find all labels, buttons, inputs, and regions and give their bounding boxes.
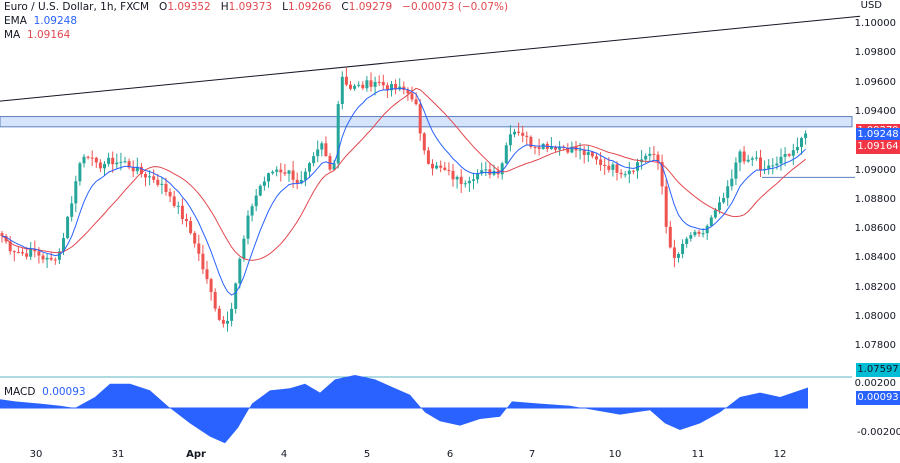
price-tick: 1.09600 <box>854 76 896 88</box>
time-tick: 5 <box>363 449 371 460</box>
ma-legend[interactable]: MA 1.09164 <box>4 29 71 41</box>
price-tick: 1.08600 <box>854 223 896 235</box>
macd-legend[interactable]: MACD 0.00093 <box>4 386 86 398</box>
ema-legend[interactable]: EMA 1.09248 <box>4 15 77 27</box>
price-tick: 1.09800 <box>854 47 896 59</box>
macd-tick-upper: 0.00200 <box>854 378 896 389</box>
ema-value: 1.09248 <box>33 15 77 27</box>
symbol-title: Euro / U.S. Dollar, 1h, FXCM <box>4 1 150 13</box>
open-value: 1.09352 <box>167 1 211 13</box>
time-tick: Apr <box>186 449 206 460</box>
time-tick: 6 <box>446 449 454 460</box>
high-value: 1.09373 <box>228 1 273 13</box>
low-value: 1.09266 <box>287 1 332 13</box>
price-tick: 1.08200 <box>854 281 896 293</box>
line-price-tag: 1.07597 <box>856 363 900 377</box>
time-tick: 30 <box>29 449 43 460</box>
macd-value-tag: 0.00093 <box>856 391 900 405</box>
change-value: −0.00073 (−0.07%) <box>402 1 509 13</box>
resistance-zone[interactable] <box>0 116 853 128</box>
time-tick: 4 <box>280 449 288 460</box>
time-tick: 12 <box>773 449 787 460</box>
price-tick: 1.09000 <box>854 164 896 176</box>
price-tick: 1.09400 <box>854 105 896 117</box>
time-tick: 11 <box>691 449 705 460</box>
price-tick: 1.10000 <box>854 18 896 29</box>
price-tick: 1.08400 <box>854 252 896 264</box>
ma-price-tag: 1.09164 <box>856 140 900 155</box>
time-tick: 10 <box>608 449 622 460</box>
macd-histogram <box>0 375 808 444</box>
price-tick: 1.07800 <box>854 340 896 352</box>
ema-price-tag: 1.09248 <box>856 128 900 143</box>
ma-value: 1.09164 <box>26 29 71 41</box>
time-tick: 7 <box>528 449 536 460</box>
close-value: 1.09279 <box>348 1 393 13</box>
macd-tick-lower: -0.00200 <box>857 427 900 438</box>
ma-line <box>1 87 806 261</box>
candlestick-series <box>0 67 808 332</box>
resistance-trendline[interactable] <box>0 15 861 102</box>
macd-value: 0.00093 <box>42 386 86 398</box>
ema-line <box>1 87 806 296</box>
symbol-legend: Euro / U.S. Dollar, 1h, FXCM O1.09352 H1… <box>4 1 509 13</box>
price-tick: 1.08800 <box>854 193 896 205</box>
price-tick: 1.08000 <box>854 311 896 322</box>
time-tick: 31 <box>111 449 125 460</box>
currency-label: USD <box>860 0 882 11</box>
